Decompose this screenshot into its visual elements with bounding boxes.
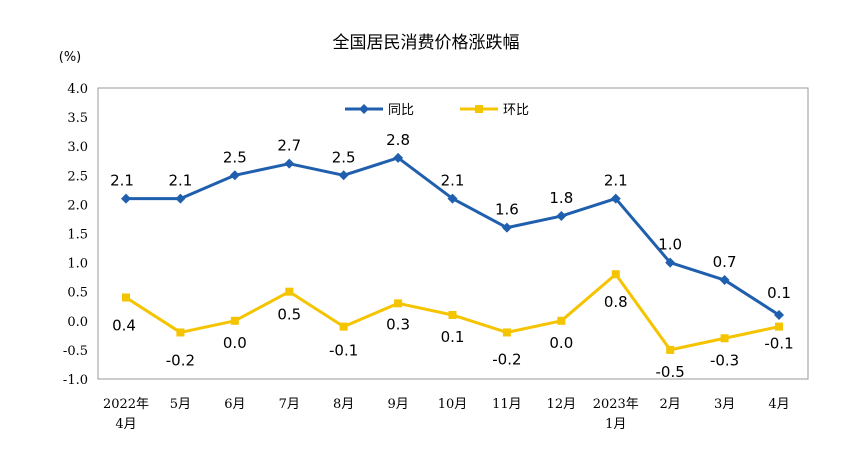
- plot-frame: [97, 87, 809, 380]
- x-axis-ticks: 2022年 4月 5月 6月 7月 8月 9月 10月 11月 12月 2023年 1月 2月 3月 4月: [103, 397, 790, 432]
- chart-title: 全国居民消费价格涨跌幅: [333, 33, 520, 53]
- yoy-data-label: 0.1: [767, 284, 791, 302]
- mom-point: [339, 322, 348, 331]
- mom-data-label: 0.4: [112, 317, 136, 335]
- yoy-point: [501, 222, 512, 233]
- yoy-point: [393, 152, 404, 163]
- y-tick-label: -0.5: [63, 344, 88, 359]
- legend-label-mom: 环比: [503, 103, 529, 118]
- x-tick-label: 7月: [279, 397, 300, 412]
- x-tick-label: 6月: [224, 397, 245, 412]
- mom-point: [502, 328, 511, 337]
- yoy-point: [774, 309, 784, 320]
- yoy-point: [284, 158, 295, 169]
- yoy-data-label: 2.5: [332, 148, 356, 166]
- mom-data-label: 0.8: [604, 293, 628, 311]
- mom-data-label: 0.1: [441, 328, 465, 346]
- yoy-data-label: 2.1: [110, 172, 134, 190]
- mom-data-label: 0.5: [277, 306, 301, 324]
- yoy-data-label: 1.6: [495, 201, 519, 219]
- x-tick-label: 10月: [438, 397, 468, 412]
- mom-data-label: 0.0: [549, 334, 573, 352]
- mom-data-label: -0.2: [166, 351, 195, 369]
- mom-point: [557, 316, 566, 325]
- mom-point: [448, 310, 457, 319]
- y-tick-label: -1.0: [63, 373, 88, 388]
- x-tick-label: 2023年 1月: [593, 397, 639, 432]
- y-tick-label: 3.0: [67, 140, 88, 155]
- x-tick-label: 12月: [547, 397, 577, 412]
- yoy-point: [447, 193, 458, 204]
- yoy-data-label: 2.8: [386, 131, 410, 149]
- mom-point: [611, 270, 620, 279]
- mom-point: [230, 316, 239, 325]
- mom-point: [775, 322, 783, 331]
- y-tick-label: 2.0: [67, 198, 88, 213]
- y-tick-label: 1.0: [67, 257, 88, 272]
- legend: 同比 环比: [345, 103, 529, 118]
- yoy-data-label: 2.1: [168, 172, 192, 190]
- y-tick-label: 4.0: [67, 82, 88, 97]
- mom-data-label: 0.3: [386, 315, 410, 333]
- yoy-data-label: 1.8: [549, 189, 573, 207]
- x-tick-label: 11月: [492, 397, 522, 412]
- yoy-data-label: 0.7: [713, 253, 737, 271]
- x-tick-label: 5月: [170, 397, 191, 412]
- mom-data-label: -0.1: [764, 335, 793, 353]
- legend-marker-yoy: [359, 104, 369, 114]
- y-tick-label: 0.0: [67, 315, 88, 330]
- yoy-data-label: 1.0: [658, 236, 682, 254]
- legend-marker-mom: [475, 105, 483, 113]
- data-labels: 2.1 2.1 2.5 2.7 2.5 2.8 2.1 1.6 1.8 2.1 1.0 0.7 0.1 0…: [110, 131, 794, 381]
- x-tick-label: 4月: [768, 397, 789, 412]
- series-group: [121, 152, 784, 354]
- yoy-data-label: 2.7: [277, 137, 301, 155]
- y-axis-unit-label: (%): [59, 50, 82, 65]
- mom-data-label: -0.1: [329, 342, 358, 360]
- legend-label-yoy: 同比: [388, 103, 414, 118]
- mom-data-label: 0.0: [223, 334, 247, 352]
- yoy-point: [229, 170, 240, 181]
- y-tick-label: 1.5: [67, 228, 88, 243]
- yoy-point: [175, 193, 186, 204]
- y-tick-label: 2.5: [67, 169, 88, 184]
- mom-point: [176, 328, 185, 337]
- yoy-point: [338, 170, 349, 181]
- yoy-point: [610, 193, 621, 204]
- yoy-point: [719, 275, 730, 286]
- yoy-data-label: 2.1: [604, 172, 628, 190]
- yoy-point: [665, 257, 676, 268]
- yoy-point: [121, 193, 131, 204]
- yoy-point: [556, 211, 567, 222]
- x-tick-label: 8月: [333, 397, 354, 412]
- yoy-data-label: 2.5: [223, 148, 247, 166]
- y-tick-label: 3.5: [67, 111, 88, 126]
- mom-data-label: -0.3: [710, 351, 739, 369]
- y-tick-label: 0.5: [67, 286, 88, 301]
- mom-point: [666, 345, 675, 354]
- x-tick-label: 3月: [714, 397, 735, 412]
- mom-point: [394, 299, 403, 308]
- y-axis-ticks: 4.0 3.5 3.0 2.5 2.0 1.5 1.0 0.5 0.0 -0.5 -1.0: [63, 82, 88, 388]
- mom-point: [720, 334, 729, 343]
- mom-point: [285, 287, 294, 296]
- yoy-data-label: 2.1: [441, 172, 465, 190]
- x-tick-label: 2月: [660, 397, 681, 412]
- x-tick-label: 2022年 4月: [103, 397, 149, 432]
- mom-data-label: -0.2: [492, 350, 521, 368]
- x-tick-label: 9月: [387, 397, 408, 412]
- mom-point: [122, 293, 130, 302]
- mom-data-label: -0.5: [656, 363, 685, 381]
